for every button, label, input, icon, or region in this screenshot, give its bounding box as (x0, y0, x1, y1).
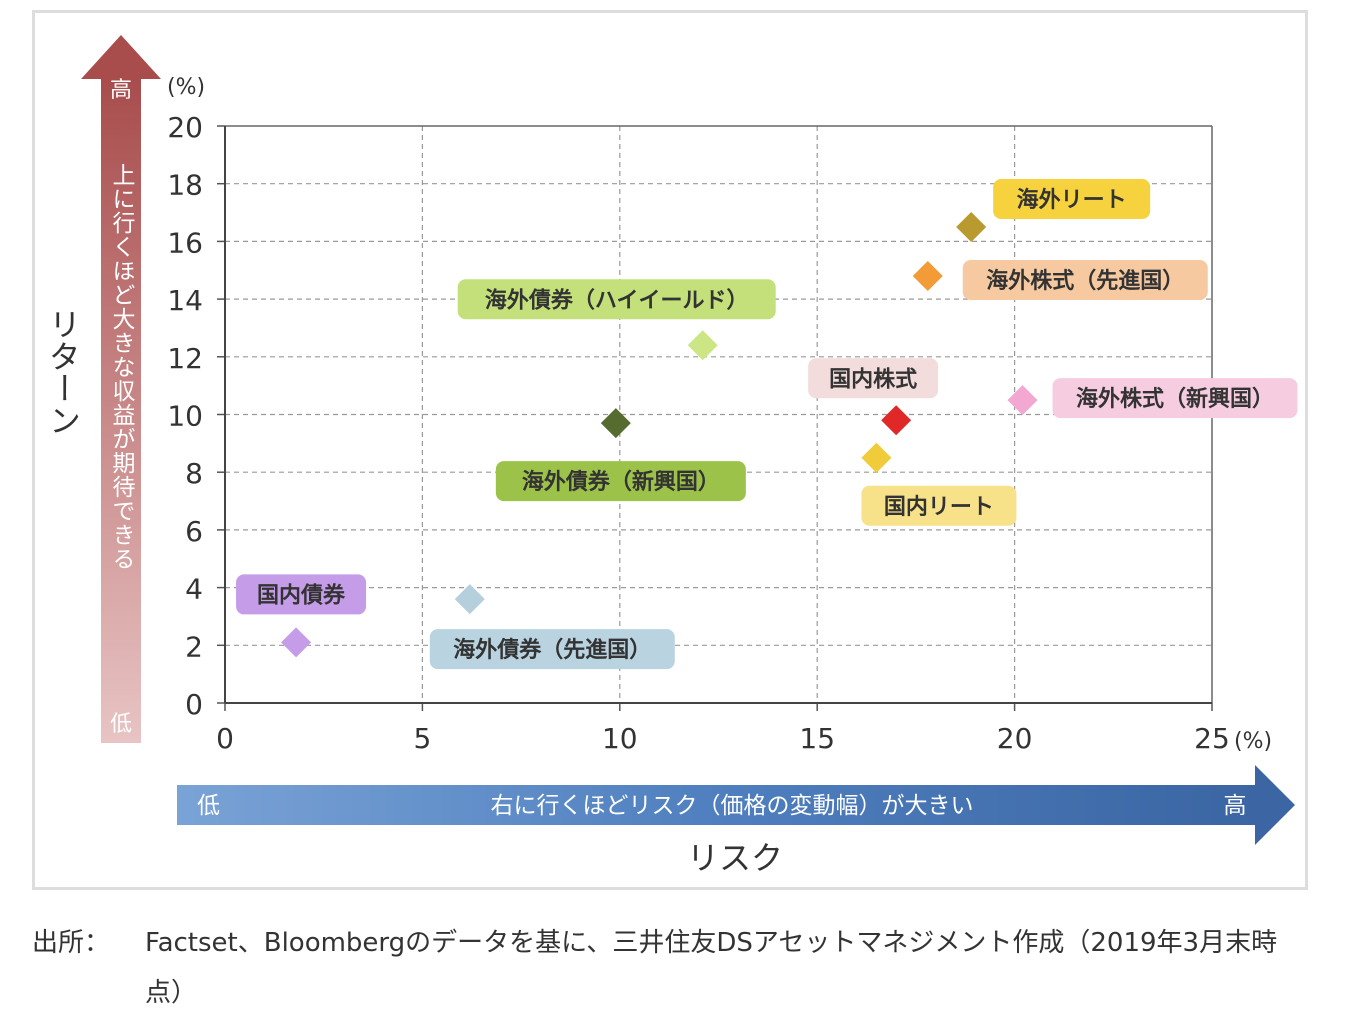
x-arrow-high: 高 (1224, 793, 1247, 819)
x-tick-label: 0 (216, 722, 234, 755)
y-unit-label: (%) (167, 75, 205, 100)
y-arrow-text: 上に行くほど大きな収益が期待できる (108, 163, 136, 571)
x-unit-label: (%) (1234, 729, 1272, 754)
data-point-marker (281, 627, 312, 658)
data-point-marker (912, 261, 943, 292)
data-label-bg (993, 178, 1151, 219)
data-point-marker (687, 330, 718, 361)
data-point-marker (881, 405, 912, 436)
x-tick-label: 5 (413, 722, 431, 755)
data-point-marker (600, 408, 631, 439)
y-arrow: 高 上に行くほど大きな収益が期待できる 低 (81, 35, 161, 743)
y-arrow-low: 低 (110, 712, 132, 737)
data-point-label: 海外株式（先進国） (986, 268, 1184, 294)
source-text: Factset、Bloombergのデータを基に、三井住友DSアセットマネジメン… (145, 928, 1278, 1008)
data-point-label: 海外債券（先進国） (453, 637, 651, 663)
x-arrow-text: 右に行くほどリスク（価格の変動幅）が大きい (491, 793, 974, 819)
y-tick-label: 12 (167, 342, 203, 375)
y-tick-label: 20 (167, 111, 203, 144)
data-point-label: 海外債券（ハイイールド） (485, 287, 749, 313)
data-point-label: 海外株式（新興国） (1076, 386, 1274, 412)
y-axis-title: リターン (44, 308, 82, 436)
source-label: 出所： (32, 928, 111, 958)
data-label-bg (457, 279, 776, 320)
data-point-label: 海外リート (1017, 187, 1127, 213)
data-label-bg (495, 461, 746, 502)
data-label-bg (236, 574, 367, 615)
x-tick-label: 15 (799, 722, 835, 755)
x-arrow: 低 右に行くほどリスク（価格の変動幅）が大きい 高 (177, 765, 1295, 845)
data-label-bg (808, 358, 939, 399)
y-tick-label: 6 (185, 515, 203, 548)
x-tick-label: 10 (602, 722, 638, 755)
x-tick-label: 20 (997, 722, 1033, 755)
data-point-marker (861, 442, 892, 473)
data-label-bg (962, 260, 1208, 301)
chart-frame: 高 上に行くほど大きな収益が期待できる 低 リターン 0 2 4 6 8 10 12 14 16… (32, 10, 1308, 890)
data-label-bg (861, 485, 1017, 526)
data-point-label: 海外債券（新興国） (522, 469, 720, 495)
x-tick-label: 25 (1194, 722, 1230, 755)
y-arrow-high: 高 (110, 78, 132, 103)
data-point-label: 国内債券 (257, 582, 346, 608)
data-label-bg (1052, 378, 1298, 419)
y-tick-label: 14 (167, 284, 203, 317)
x-axis-title: リスク (687, 839, 783, 877)
risk-return-chart: 高 上に行くほど大きな収益が期待できる 低 リターン 0 2 4 6 8 10 12 14 16… (44, 35, 1298, 877)
y-tick-label: 10 (167, 400, 203, 433)
data-point-label: 国内株式 (829, 367, 917, 392)
y-tick-label: 16 (167, 226, 203, 259)
y-tick-label: 0 (185, 688, 203, 721)
data-point-marker (956, 211, 987, 242)
data-point-marker (1007, 385, 1038, 416)
data-point-marker (454, 584, 485, 615)
data-label-bg (429, 629, 675, 670)
y-tick-label: 18 (167, 169, 203, 202)
y-tick-label: 8 (185, 457, 203, 490)
y-tick-label: 4 (185, 573, 203, 606)
x-arrow-low: 低 (197, 793, 220, 819)
y-tick-label: 2 (185, 630, 203, 663)
data-point-label: 国内リート (884, 495, 994, 520)
